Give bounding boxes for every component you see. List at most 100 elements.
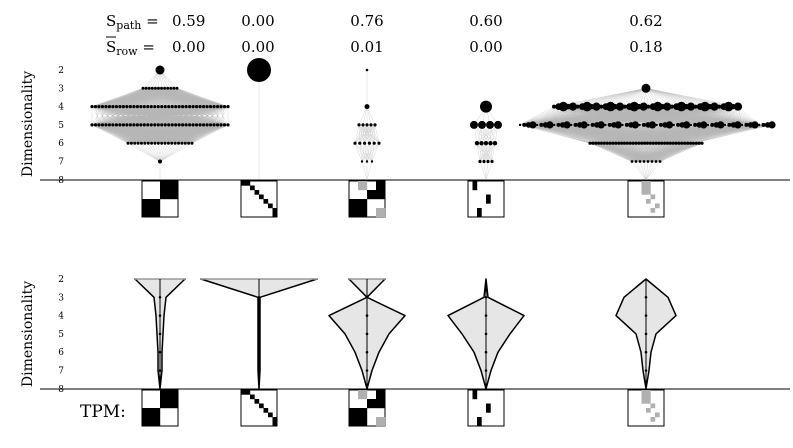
lattice-node bbox=[591, 141, 595, 145]
lattice-edge bbox=[549, 124, 602, 144]
lattice-edge bbox=[635, 161, 647, 180]
lattice-node bbox=[668, 141, 673, 145]
lattice-node bbox=[648, 121, 657, 129]
tpm-cell bbox=[367, 399, 372, 404]
violin-0 bbox=[134, 278, 186, 390]
lattice-edge bbox=[487, 143, 496, 162]
lattice-edge bbox=[624, 143, 633, 162]
tpm-cell bbox=[358, 417, 363, 422]
lattice-node bbox=[744, 122, 749, 127]
tpm-cell bbox=[362, 208, 368, 213]
lattice-edge bbox=[123, 124, 129, 144]
lattice-edge bbox=[361, 143, 370, 162]
tpm-matrix-2 bbox=[348, 180, 386, 218]
tpm-cell bbox=[367, 190, 372, 195]
lattice-node bbox=[594, 141, 598, 145]
tpm-cell bbox=[155, 412, 161, 418]
tpm-cell bbox=[646, 399, 651, 404]
lattice-node bbox=[212, 123, 216, 127]
lattice-edge bbox=[127, 124, 155, 144]
tpm-cell bbox=[380, 394, 386, 400]
lattice-edge bbox=[604, 143, 633, 162]
lattice-edge bbox=[181, 124, 229, 144]
tpm-cell bbox=[362, 212, 368, 218]
lattice-node bbox=[156, 123, 160, 127]
lattice-edge bbox=[609, 143, 633, 162]
tpm-cell bbox=[358, 203, 363, 209]
tpm-cell bbox=[362, 417, 368, 422]
y-tick-label: 4 bbox=[58, 312, 64, 322]
lattice-node bbox=[139, 105, 143, 109]
lattice-edge bbox=[645, 161, 657, 180]
lattice-edge bbox=[151, 143, 161, 162]
lattice-edge bbox=[112, 106, 229, 126]
tpm-cell bbox=[151, 208, 156, 213]
lattice-node bbox=[592, 102, 601, 111]
tpm-cell bbox=[160, 390, 165, 395]
lattice-edge bbox=[582, 88, 647, 107]
lattice-node bbox=[150, 141, 154, 145]
tpm-cell bbox=[142, 208, 147, 213]
lattice-node bbox=[188, 105, 192, 109]
tpm-cell bbox=[268, 203, 273, 209]
lattice-node bbox=[377, 141, 381, 145]
lattice-edge bbox=[127, 124, 141, 144]
lattice-panel-4 bbox=[518, 83, 776, 180]
lattice-edge bbox=[137, 143, 161, 162]
tpm-cell bbox=[155, 408, 161, 413]
tpm-cell bbox=[142, 412, 147, 418]
lattice-edge bbox=[598, 143, 633, 162]
lattice-edge bbox=[176, 88, 215, 107]
lattice-node bbox=[128, 105, 132, 109]
lattice-node bbox=[599, 104, 604, 109]
lattice-edge bbox=[119, 124, 129, 144]
lattice-edge bbox=[481, 124, 499, 144]
lattice-node bbox=[132, 105, 136, 109]
tpm-cell bbox=[151, 212, 156, 218]
lattice-node bbox=[360, 160, 364, 163]
lattice-node bbox=[167, 123, 171, 127]
lattice-edge bbox=[479, 143, 487, 162]
lattice-node bbox=[181, 105, 185, 109]
lattice-edge bbox=[645, 88, 696, 107]
lattice-node bbox=[733, 102, 743, 111]
lattice-node bbox=[181, 123, 185, 127]
y-tick-label: 6 bbox=[58, 139, 64, 149]
tpm-cell bbox=[376, 181, 381, 186]
tpm-matrices bbox=[141, 180, 665, 427]
tpm-cell bbox=[472, 185, 478, 191]
lattice-node bbox=[111, 123, 115, 127]
tpm-cell bbox=[650, 417, 656, 422]
tpm-cell bbox=[349, 212, 354, 218]
lattice-edge bbox=[176, 88, 187, 107]
lattice-edge bbox=[362, 124, 370, 144]
lattice-edge bbox=[528, 124, 591, 144]
lattice-node bbox=[93, 123, 98, 127]
lattice-panel-3 bbox=[470, 100, 502, 180]
lattice-node bbox=[563, 121, 571, 129]
violin-dot bbox=[158, 332, 162, 336]
lattice-node bbox=[631, 141, 635, 145]
lattice-node bbox=[90, 105, 94, 109]
lattice-edge bbox=[116, 124, 129, 144]
lattice-edge bbox=[524, 124, 591, 144]
lattice-node bbox=[153, 123, 157, 127]
lattice-node bbox=[492, 141, 498, 146]
lattice-node bbox=[219, 105, 223, 109]
lattice-edge bbox=[693, 124, 773, 144]
tpm-cell bbox=[371, 403, 377, 409]
y-tick-label: 8 bbox=[58, 176, 64, 186]
tpm-cell bbox=[362, 390, 368, 395]
lattice-node bbox=[163, 123, 167, 127]
lattice-edge bbox=[645, 88, 668, 107]
lattice-edge bbox=[374, 124, 376, 144]
tpm-cell bbox=[376, 185, 381, 191]
lattice-node bbox=[642, 160, 646, 163]
lattice-edge bbox=[102, 124, 129, 144]
lattice-edge bbox=[549, 124, 591, 144]
lattice-node bbox=[629, 101, 640, 112]
tpm-cell bbox=[353, 203, 359, 209]
tpm-cell bbox=[650, 403, 656, 409]
lattice-node bbox=[478, 159, 482, 164]
lattice-edge bbox=[127, 143, 161, 162]
